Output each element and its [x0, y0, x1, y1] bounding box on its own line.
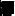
Text: 2: 2: [12, 0, 15, 16]
Text: 5: 5: [0, 0, 2, 16]
Text: 3: 3: [0, 0, 2, 16]
Text: 7: 7: [11, 0, 15, 16]
Text: 4: 4: [0, 0, 2, 16]
Text: 1: 1: [12, 0, 15, 16]
Text: 6: 6: [0, 0, 4, 16]
